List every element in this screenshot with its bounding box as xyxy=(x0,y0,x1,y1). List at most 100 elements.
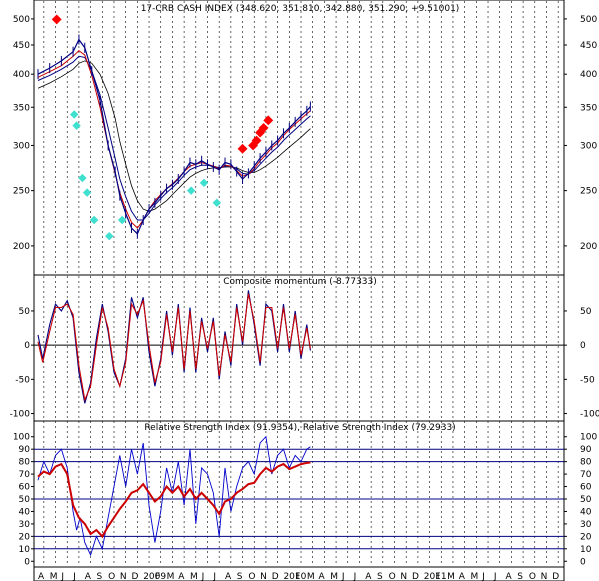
x-tick-label: O xyxy=(248,572,255,581)
buy-signal-marker xyxy=(117,215,127,225)
x-tick-label: F xyxy=(155,572,160,581)
x-tick-label: S xyxy=(237,572,243,581)
y-tick-label-right: 70 xyxy=(580,470,592,480)
x-tick-label: D xyxy=(272,572,279,581)
y-tick-label-right: 500 xyxy=(580,15,597,25)
x-tick-label: D xyxy=(412,572,419,581)
y-tick-label-left: 50 xyxy=(19,495,31,505)
y-tick-label-right: 300 xyxy=(580,141,597,151)
y-tick-label-left: 20 xyxy=(19,532,31,542)
y-tick-label-right: 10 xyxy=(580,545,592,555)
x-tick-label: O xyxy=(389,572,396,581)
buy-signal-marker xyxy=(72,121,81,130)
buy-signal-marker xyxy=(89,215,99,225)
y-tick-label-left: -100 xyxy=(10,410,31,420)
y-tick-label-right: 50 xyxy=(580,307,592,317)
x-tick-label: O xyxy=(529,572,536,581)
buy-signal-marker xyxy=(78,173,87,183)
y-tick-label-right: 450 xyxy=(580,41,597,51)
y-tick-label-left: 40 xyxy=(19,507,31,517)
x-tick-label: A xyxy=(225,572,232,581)
price-ma-mid-line xyxy=(37,55,311,221)
x-tick-label: A xyxy=(178,572,185,581)
x-tick-label: O xyxy=(108,572,115,581)
price-line xyxy=(37,38,311,235)
y-tick-label-left: 80 xyxy=(19,458,31,468)
y-tick-label-right: 40 xyxy=(580,507,592,517)
y-tick-label-right: 20 xyxy=(580,532,592,542)
y-tick-label-left: 10 xyxy=(19,545,31,555)
x-tick-label: M xyxy=(447,572,455,581)
x-tick-label: N xyxy=(260,572,267,581)
y-tick-label-left: 450 xyxy=(13,41,30,51)
rsi-panel-frame xyxy=(33,420,565,568)
x-tick-label: J xyxy=(353,572,357,581)
y-tick-label-right: 350 xyxy=(580,103,597,113)
y-tick-label-right: 100 xyxy=(580,433,597,443)
rsi-slow-line xyxy=(37,461,311,539)
x-tick-label: J xyxy=(341,572,345,581)
rsi-panel-title: Relative Strength Index (91.9354), Relat… xyxy=(144,423,455,433)
x-tick-label: J xyxy=(481,572,485,581)
x-tick-label: S xyxy=(377,572,383,581)
y-tick-label-left: 30 xyxy=(19,520,31,530)
y-tick-label-left: 50 xyxy=(19,307,31,317)
buy-signal-marker xyxy=(105,231,114,241)
x-tick-label: D xyxy=(552,572,559,581)
x-tick-label: F xyxy=(435,572,440,581)
y-tick-label-left: 0 xyxy=(24,341,30,351)
y-tick-label-left: 500 xyxy=(13,15,30,25)
x-tick-label: A xyxy=(506,572,513,581)
x-tick-label: M xyxy=(190,572,198,581)
y-tick-label-right: 60 xyxy=(580,483,592,493)
chart-series xyxy=(37,34,311,557)
y-tick-label-right: 30 xyxy=(580,520,592,530)
x-tick-label: A xyxy=(319,572,326,581)
y-tick-label-left: -50 xyxy=(15,375,30,385)
x-tick-label: A xyxy=(459,572,466,581)
momentum-line-2 xyxy=(37,293,311,402)
buy-signal-marker xyxy=(212,198,222,208)
y-tick-label-right: 400 xyxy=(580,70,597,80)
x-tick-label: A xyxy=(38,572,45,581)
buy-signal-marker xyxy=(69,110,79,119)
y-tick-label-left: 90 xyxy=(19,445,31,455)
y-tick-label-right: 200 xyxy=(580,242,597,252)
y-tick-label-right: 50 xyxy=(580,495,592,505)
x-tick-label: M xyxy=(470,572,478,581)
x-tick-label: J xyxy=(60,572,64,581)
y-tick-label-left: 350 xyxy=(13,103,30,113)
y-tick-label-right: -100 xyxy=(580,410,599,420)
y-tick-label-left: 70 xyxy=(19,470,31,480)
y-tick-label-right: 250 xyxy=(580,187,597,197)
vertical-gridlines xyxy=(43,1,559,566)
buy-signal-marker xyxy=(199,178,209,188)
x-tick-label: J xyxy=(72,572,76,581)
y-tick-label-right: 90 xyxy=(580,445,592,455)
y-tick-label-right: -50 xyxy=(580,375,595,385)
momentum-panel-title: Composite momentum (-8.77333) xyxy=(223,277,377,287)
x-tick-label: J xyxy=(201,572,205,581)
x-tick-label: N xyxy=(400,572,407,581)
y-tick-label-left: 60 xyxy=(19,483,31,493)
x-tick-label: S xyxy=(96,572,102,581)
buy-signal-marker xyxy=(82,188,92,197)
sell-signal-marker xyxy=(237,143,248,154)
y-tick-label-left: 300 xyxy=(13,141,30,151)
x-tick-label: S xyxy=(517,572,523,581)
x-tick-label: 2011 xyxy=(424,572,447,581)
x-tick-label: 2009 xyxy=(143,572,166,581)
x-tick-label: N xyxy=(120,572,127,581)
y-tick-label-left: 100 xyxy=(13,433,30,443)
x-tick-label: F xyxy=(295,572,300,581)
y-tick-label-right: 0 xyxy=(580,557,586,567)
x-tick-label: M xyxy=(167,572,175,581)
price-panel-title: 17-CRB CASH INDEX (348.620, 351.810, 342… xyxy=(141,4,460,14)
price-ma-short-line xyxy=(37,49,311,229)
y-tick-label-right: 80 xyxy=(580,458,592,468)
y-tick-label-right: 0 xyxy=(580,341,586,351)
y-tick-label-left: 200 xyxy=(13,242,30,252)
x-tick-label: M xyxy=(330,572,338,581)
